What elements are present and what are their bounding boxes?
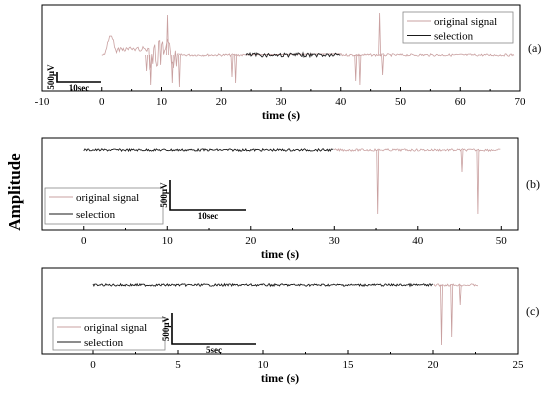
original-signal-trace (433, 283, 478, 346)
panel-3: 0 5 10 15 20 25 time (s) (c) original signal sele… (41, 267, 539, 385)
plot-frame (41, 137, 519, 231)
original-signal-trace (101, 12, 515, 88)
legend-box (44, 187, 164, 225)
x-tick-label: 5 (175, 359, 181, 371)
x-tick-label: 20 (245, 235, 257, 247)
x-tick-label: 10 (258, 359, 270, 371)
x-tick-label: 30 (329, 235, 341, 247)
panel-label: (a) (528, 41, 541, 55)
x-tick-label: -10 (35, 96, 50, 108)
x-tick-label: 30 (276, 96, 288, 108)
scale-bar (56, 72, 101, 83)
x-tick-label: 10 (162, 235, 174, 247)
x-tick-label: 20 (428, 359, 440, 371)
scale-amplitude-label: 500μV (46, 64, 56, 90)
panel-label: (c) (526, 304, 539, 318)
x-tick-label: 0 (99, 96, 105, 108)
legend-box (402, 11, 514, 44)
scale-time-label: 10sec (69, 83, 90, 93)
scale-bar (171, 313, 256, 345)
x-tick-label: 40 (335, 96, 347, 108)
scale-time-label: 5sec (206, 345, 222, 355)
x-tick-label: 60 (455, 96, 467, 108)
x-tick-label: 10 (156, 96, 168, 108)
x-tick-label: 40 (412, 235, 424, 247)
legend-entry: original signal (84, 322, 147, 334)
x-axis-title: time (s) (261, 371, 299, 385)
x-tick-label: 0 (81, 235, 87, 247)
x-tick-label: 20 (216, 96, 228, 108)
plot-frame (41, 267, 519, 355)
x-tick-label: 50 (395, 96, 407, 108)
selection-trace (245, 51, 341, 59)
legend-box (52, 317, 166, 351)
scale-amplitude-label: 500μV (159, 182, 169, 208)
legend-entry: selection (434, 31, 474, 43)
legend-entry: selection (84, 337, 124, 349)
scale-time-label: 10sec (198, 211, 219, 221)
panel-2: 0 10 20 30 40 50 time (s) (b) original signal sel… (41, 137, 540, 261)
legend-entry: selection (76, 209, 116, 221)
x-axis-title: time (s) (261, 247, 299, 261)
x-axis-title: time (s) (262, 108, 300, 122)
legend-entry: original signal (434, 16, 497, 28)
x-tick-label: 50 (496, 235, 508, 247)
x-tick-label: 15 (343, 359, 355, 371)
panel-1: -10 0 10 20 30 40 50 60 70 time (s) (a) original si… (35, 4, 541, 122)
x-tick-label: 25 (513, 359, 525, 371)
scale-bar (169, 180, 246, 211)
original-signal-trace (333, 148, 501, 215)
scale-amplitude-label: 500μV (161, 315, 171, 341)
selection-trace (92, 282, 434, 288)
legend-entry: original signal (76, 192, 139, 204)
panel-label: (b) (526, 177, 540, 191)
y-axis-label: Amplitude (5, 153, 24, 231)
x-tick-label: 70 (515, 96, 527, 108)
x-tick-label: 0 (90, 359, 96, 371)
selection-trace (83, 147, 334, 153)
